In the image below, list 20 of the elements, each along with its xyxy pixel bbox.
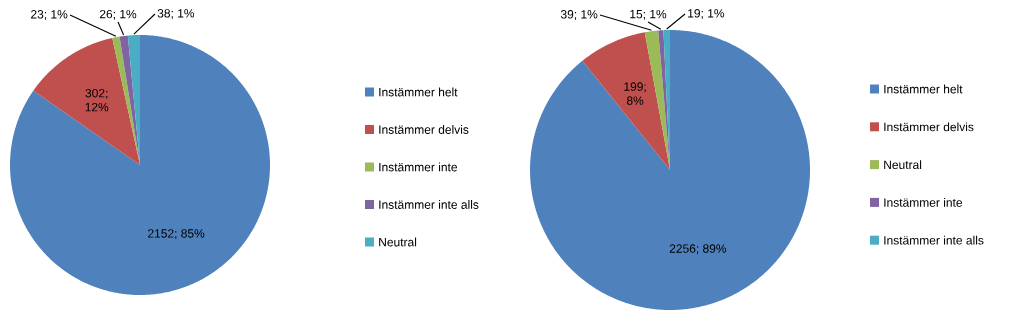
data-label: 2256; 89% (669, 244, 727, 255)
legend-label: Instämmer delvis (884, 122, 974, 132)
legend-label: Instämmer inte alls (884, 235, 984, 245)
legend-label: Instämmer helt (379, 87, 458, 97)
legend-label: Instämmer inte (884, 198, 963, 207)
data-label: 19; 1% (688, 9, 725, 19)
data-label: 15; 1% (630, 9, 667, 20)
data-label: 2152; 85% (148, 229, 205, 240)
data-label: 39; 1% (560, 10, 598, 20)
legend-label: Neutral (379, 237, 417, 247)
data-label: 199; 8% (624, 82, 646, 105)
legend-label: Instämmer helt (884, 84, 963, 94)
legend-label: Neutral (884, 160, 922, 169)
data-label: 302; 12% (85, 88, 109, 112)
legend-label: Instämmer delvis (379, 125, 469, 134)
legend-label: Instämmer inte alls (379, 200, 479, 209)
data-label: 38; 1% (157, 9, 195, 19)
legend-label: Instämmer inte (379, 162, 458, 172)
data-label: 23; 1% (31, 10, 68, 20)
data-label: 26; 1% (99, 9, 137, 20)
